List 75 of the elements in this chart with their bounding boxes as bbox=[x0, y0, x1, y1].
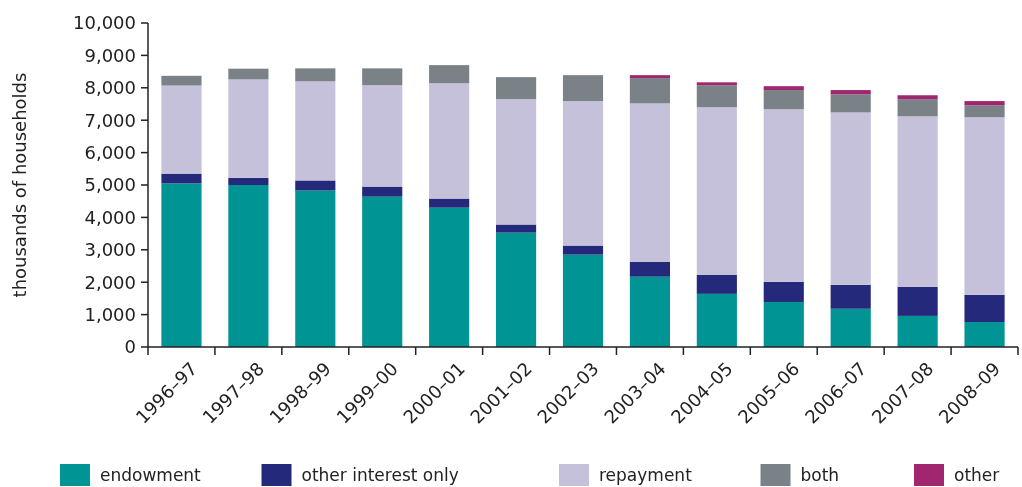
bar bbox=[228, 79, 269, 178]
bar bbox=[763, 109, 804, 282]
legend-label: other bbox=[954, 464, 1000, 485]
bar bbox=[897, 315, 938, 347]
legend-label: other interest only bbox=[301, 464, 459, 485]
y-tick-label: 7,000 bbox=[84, 109, 136, 131]
bar bbox=[562, 245, 604, 255]
bar bbox=[362, 186, 403, 197]
bar bbox=[228, 185, 269, 347]
bar bbox=[830, 308, 871, 347]
legend-label: both bbox=[800, 464, 840, 485]
y-tick-label: 1,000 bbox=[84, 303, 136, 325]
bar bbox=[161, 85, 202, 174]
bar bbox=[429, 83, 470, 199]
bar bbox=[696, 107, 737, 275]
bar bbox=[496, 77, 537, 100]
legend-label: repayment bbox=[599, 464, 693, 485]
legend-label: endowment bbox=[100, 464, 202, 485]
bar bbox=[763, 301, 804, 347]
bar bbox=[429, 198, 470, 208]
bar bbox=[362, 68, 403, 86]
y-tick-label: 5,000 bbox=[84, 174, 136, 196]
y-tick-label: 3,000 bbox=[84, 239, 136, 261]
bar bbox=[362, 85, 403, 187]
bar bbox=[161, 173, 202, 184]
bar bbox=[496, 224, 537, 233]
bar bbox=[562, 75, 604, 102]
bar bbox=[429, 207, 470, 347]
bar bbox=[897, 116, 938, 287]
bar bbox=[496, 99, 537, 225]
bar bbox=[629, 261, 670, 277]
bar bbox=[964, 117, 1005, 295]
bar bbox=[295, 190, 336, 347]
bar bbox=[964, 105, 1005, 118]
bar bbox=[830, 112, 871, 285]
bar bbox=[696, 82, 737, 86]
bar bbox=[696, 85, 737, 108]
bar bbox=[964, 294, 1005, 323]
y-tick-label: 4,000 bbox=[84, 206, 136, 228]
bar bbox=[161, 75, 202, 86]
y-axis-title: thousands of households bbox=[9, 72, 30, 298]
bar bbox=[897, 95, 938, 100]
bar bbox=[830, 284, 871, 309]
bar bbox=[228, 177, 269, 185]
bar bbox=[830, 94, 871, 113]
bar bbox=[763, 86, 804, 91]
bar bbox=[629, 276, 670, 347]
y-tick-label: 6,000 bbox=[84, 141, 136, 163]
bar bbox=[897, 99, 938, 117]
y-tick-label: 9,000 bbox=[84, 44, 136, 66]
y-tick-label: 10,000 bbox=[73, 12, 136, 34]
bar bbox=[696, 274, 737, 294]
bar bbox=[830, 90, 871, 95]
bar bbox=[228, 68, 269, 80]
y-tick-label: 0 bbox=[124, 336, 136, 358]
y-tick-label: 8,000 bbox=[84, 77, 136, 99]
bar bbox=[161, 183, 202, 347]
bar bbox=[496, 232, 537, 347]
bar bbox=[964, 322, 1005, 347]
bar bbox=[295, 81, 336, 181]
y-tick-label: 2,000 bbox=[84, 271, 136, 293]
bar bbox=[629, 103, 670, 262]
bar bbox=[562, 101, 604, 246]
bar bbox=[964, 101, 1005, 106]
bar bbox=[429, 65, 470, 84]
bar bbox=[763, 90, 804, 110]
bar bbox=[295, 180, 336, 191]
bar bbox=[629, 75, 670, 79]
bar bbox=[897, 286, 938, 316]
bar bbox=[696, 293, 737, 347]
bar bbox=[362, 196, 403, 347]
bar bbox=[295, 68, 336, 82]
bar bbox=[629, 78, 670, 104]
bar bbox=[562, 254, 604, 347]
bar bbox=[763, 281, 804, 302]
